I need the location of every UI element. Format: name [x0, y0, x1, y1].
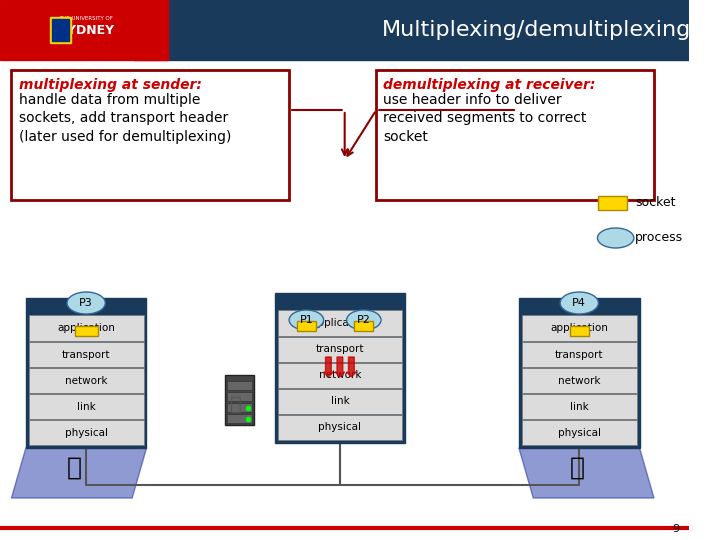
Bar — [522, 342, 636, 367]
Text: P2: P2 — [357, 315, 371, 325]
Text: demultiplexing at receiver:: demultiplexing at receiver: — [383, 78, 595, 92]
Bar — [29, 342, 143, 367]
Bar — [278, 363, 402, 388]
Ellipse shape — [346, 310, 381, 330]
Bar — [278, 389, 402, 414]
Text: physical: physical — [65, 428, 108, 437]
Text: physical: physical — [558, 428, 600, 437]
Text: P4: P4 — [572, 298, 586, 308]
FancyBboxPatch shape — [377, 70, 654, 200]
Text: link: link — [570, 402, 589, 411]
Ellipse shape — [289, 310, 323, 330]
Text: socket: socket — [635, 197, 675, 210]
Bar — [522, 368, 636, 393]
Ellipse shape — [560, 292, 598, 314]
Text: transport: transport — [555, 349, 603, 360]
Bar — [29, 394, 143, 419]
Bar — [275, 293, 405, 443]
Text: link: link — [330, 396, 349, 407]
Bar — [52, 19, 69, 41]
Bar — [227, 403, 252, 412]
Text: transport: transport — [62, 349, 110, 360]
Text: use header info to deliver
received segments to correct
socket: use header info to deliver received segm… — [383, 93, 586, 144]
Text: physical: physical — [318, 422, 361, 433]
Text: 🖥: 🖥 — [570, 456, 585, 480]
Text: 9: 9 — [672, 524, 680, 534]
Text: network: network — [65, 375, 107, 386]
Bar — [570, 326, 589, 336]
Bar — [278, 415, 402, 440]
Text: multiplexing at sender:: multiplexing at sender: — [19, 78, 202, 92]
Text: handle data from multiple
sockets, add transport header
(later used for demultip: handle data from multiple sockets, add t… — [19, 93, 232, 144]
Bar — [227, 392, 252, 401]
Text: SYDNEY: SYDNEY — [58, 24, 114, 37]
Text: P3: P3 — [79, 298, 93, 308]
FancyArrow shape — [335, 357, 345, 377]
Text: application: application — [550, 323, 608, 333]
Bar — [297, 321, 316, 331]
FancyArrow shape — [323, 357, 333, 377]
Polygon shape — [12, 448, 146, 498]
FancyArrow shape — [346, 357, 356, 377]
Bar — [50, 17, 71, 43]
Text: application: application — [311, 318, 369, 328]
Bar — [519, 298, 639, 448]
Text: 🖥: 🖥 — [67, 456, 82, 480]
Text: network: network — [558, 375, 600, 386]
Bar — [354, 321, 374, 331]
Polygon shape — [519, 448, 654, 498]
Text: application: application — [57, 323, 115, 333]
FancyBboxPatch shape — [12, 70, 289, 200]
Ellipse shape — [598, 228, 634, 248]
Text: 🖥: 🖥 — [230, 395, 241, 414]
Bar — [522, 315, 636, 341]
Bar — [134, 0, 689, 60]
Bar — [522, 420, 636, 445]
Bar — [0, 0, 168, 60]
Text: process: process — [635, 232, 683, 245]
Bar — [278, 310, 402, 336]
Bar — [522, 394, 636, 419]
Bar — [227, 414, 252, 423]
Bar — [29, 368, 143, 393]
Bar — [26, 298, 146, 448]
Bar — [29, 420, 143, 445]
Text: THE UNIVERSITY OF: THE UNIVERSITY OF — [59, 16, 113, 21]
Text: Multiplexing/demultiplexing: Multiplexing/demultiplexing — [382, 20, 690, 40]
Bar — [598, 196, 627, 210]
Bar — [75, 326, 98, 336]
Bar — [278, 337, 402, 362]
Bar — [225, 375, 253, 425]
Text: network: network — [319, 370, 361, 381]
Bar — [29, 315, 143, 341]
Text: link: link — [77, 402, 96, 411]
Text: transport: transport — [315, 345, 364, 354]
Bar — [227, 381, 252, 390]
Text: P1: P1 — [300, 315, 313, 325]
Ellipse shape — [67, 292, 105, 314]
